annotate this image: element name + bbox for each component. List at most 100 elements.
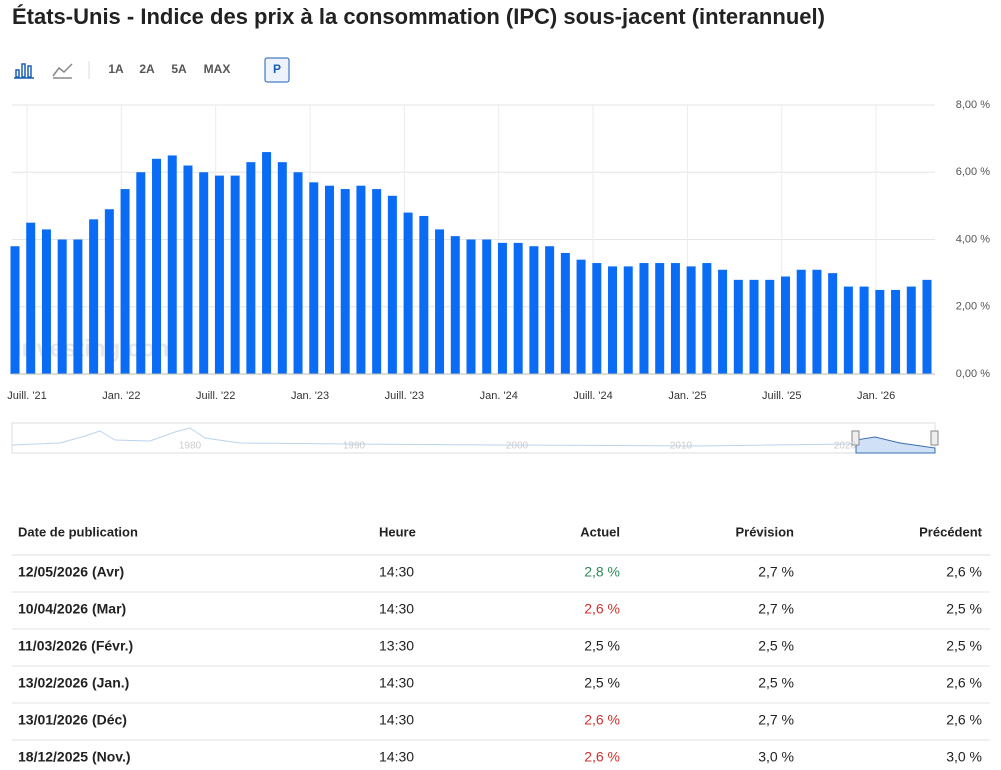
bar: [277, 162, 287, 374]
cell: 2,7 %: [758, 564, 794, 580]
column-header: Date de publication: [18, 524, 138, 539]
cell: 2,5 %: [584, 675, 620, 691]
cell: 3,0 %: [758, 749, 794, 765]
bar: [73, 239, 83, 374]
bar: [403, 212, 413, 374]
bar: [608, 266, 618, 374]
navigator-frame: [11, 422, 936, 454]
bar: [230, 175, 240, 374]
x-tick-label: Jan. '23: [291, 390, 329, 402]
cell: 14:30: [379, 749, 414, 765]
cell: 2,7 %: [758, 601, 794, 617]
bar: [875, 289, 885, 374]
cell: 2,5 %: [758, 638, 794, 654]
bar: [214, 175, 224, 374]
bar: [859, 286, 869, 374]
y-tick-label: 8,00 %: [956, 99, 990, 111]
bar: [482, 239, 492, 374]
cell: 18/12/2025 (Nov.): [18, 749, 131, 765]
bar: [262, 152, 272, 374]
bar: [545, 246, 555, 374]
navigator-label: 2020: [834, 441, 857, 452]
bar: [356, 185, 366, 374]
cell: 2,6 %: [946, 675, 982, 691]
range-button[interactable]: 2A: [139, 62, 155, 76]
navigator-label: 2000: [506, 441, 529, 452]
bar: [843, 286, 853, 374]
bar: [309, 182, 319, 374]
bar: [10, 246, 20, 374]
cell: 2,6 %: [946, 564, 982, 580]
x-tick-label: Jan. '22: [102, 390, 140, 402]
active-button[interactable]: P: [273, 62, 281, 76]
page-title: États-Unis - Indice des prix à la consom…: [12, 4, 825, 29]
x-tick-label: Juill. '24: [573, 390, 612, 402]
bar: [419, 215, 429, 374]
range-button[interactable]: MAX: [204, 62, 231, 76]
bar: [623, 266, 633, 374]
bar: [167, 155, 177, 374]
navigator-handle[interactable]: [930, 430, 939, 446]
y-tick-label: 4,00 %: [956, 233, 990, 245]
cell: 2,5 %: [946, 638, 982, 654]
bar: [435, 229, 445, 374]
bar: [513, 242, 523, 374]
bar: [749, 279, 759, 374]
y-tick-label: 6,00 %: [956, 166, 990, 178]
navigator-label: 2010: [670, 441, 693, 452]
cell: 13:30: [379, 638, 414, 654]
bar-chart-icon[interactable]: [14, 63, 34, 79]
bar: [387, 195, 397, 374]
active-button-bg[interactable]: [264, 57, 290, 83]
cell: 13/02/2026 (Jan.): [18, 675, 129, 691]
bar: [686, 266, 696, 374]
y-tick-label: 2,00 %: [956, 301, 990, 313]
bar: [246, 162, 256, 374]
x-tick-label: Juill. '22: [196, 390, 235, 402]
line-chart-icon[interactable]: [52, 63, 73, 79]
bar: [655, 263, 665, 374]
cell: 3,0 %: [946, 749, 982, 765]
bar: [89, 219, 99, 374]
navigator-handle[interactable]: [851, 430, 860, 446]
bar: [199, 172, 209, 374]
x-tick-label: Juill. '21: [7, 390, 46, 402]
bar: [136, 172, 146, 374]
bar: [41, 229, 51, 374]
cell: 14:30: [379, 712, 414, 728]
column-header: Heure: [379, 524, 416, 539]
cell: 2,5 %: [584, 638, 620, 654]
bar: [529, 246, 539, 374]
y-tick-label: 0,00 %: [956, 368, 990, 380]
bar: [120, 189, 130, 374]
cell: 2,8 %: [584, 564, 620, 580]
x-tick-label: Juill. '25: [762, 390, 801, 402]
column-header: Précédent: [919, 524, 983, 539]
bar: [765, 279, 775, 374]
bar: [466, 239, 476, 374]
cell: 2,5 %: [758, 675, 794, 691]
bar: [922, 279, 932, 374]
bar: [152, 158, 162, 374]
cell: 2,6 %: [584, 749, 620, 765]
x-tick-label: Jan. '24: [480, 390, 518, 402]
range-button[interactable]: 1A: [108, 62, 124, 76]
cell: 13/01/2026 (Déc): [18, 712, 127, 728]
bar: [796, 269, 806, 374]
cell: 11/03/2026 (Févr.): [18, 638, 133, 654]
bar: [104, 209, 114, 374]
navigator-label: 1990: [343, 441, 366, 452]
cell: 2,6 %: [584, 712, 620, 728]
bar: [497, 242, 507, 374]
range-button[interactable]: 5A: [171, 62, 187, 76]
bar: [891, 289, 901, 374]
bar: [718, 269, 728, 374]
cell: 14:30: [379, 564, 414, 580]
bar: [780, 276, 790, 374]
cell: 2,5 %: [946, 601, 982, 617]
cell: 14:30: [379, 601, 414, 617]
navigator-label: 1980: [179, 441, 202, 452]
bar: [906, 286, 916, 374]
bar: [372, 189, 382, 374]
